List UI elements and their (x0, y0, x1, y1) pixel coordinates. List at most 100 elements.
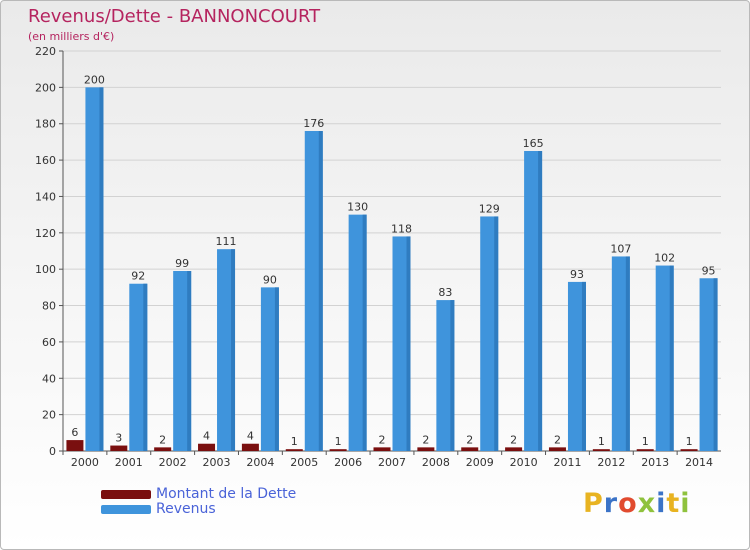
logo-letter: r (603, 488, 619, 519)
bar-revenus (129, 283, 148, 451)
x-tick-label: 2012 (597, 456, 625, 469)
data-label-revenus: 99 (175, 257, 189, 270)
bar-revenus-shade (625, 256, 630, 451)
bar-dette (241, 443, 259, 451)
x-tick-label: 2006 (334, 456, 362, 469)
bar-revenus (260, 287, 279, 451)
data-label-revenus: 200 (84, 73, 105, 86)
data-label-dette: 2 (554, 433, 561, 446)
y-tick-label: 60 (42, 336, 56, 349)
bar-revenus (524, 151, 543, 451)
y-tick-label: 140 (35, 190, 56, 203)
bar-revenus-shade (143, 283, 148, 451)
bar-revenus-shade (187, 271, 192, 451)
proxiti-logo: Proxiti (583, 488, 691, 519)
x-tick-label: 2014 (685, 456, 713, 469)
bar-revenus (85, 87, 104, 451)
y-tick-label: 0 (49, 445, 56, 458)
data-label-revenus: 118 (391, 222, 412, 235)
legend-swatch-dette (101, 490, 151, 499)
x-tick-label: 2002 (159, 456, 187, 469)
bar-revenus-shade (99, 87, 104, 451)
data-label-revenus: 90 (263, 273, 277, 286)
data-label-revenus: 83 (438, 286, 452, 299)
grid-lines (63, 50, 721, 416)
chart-title: Revenus/Dette - BANNONCOURT (28, 6, 321, 27)
data-label-dette: 6 (71, 426, 78, 439)
bar-revenus (611, 256, 630, 451)
data-label-dette: 2 (379, 433, 386, 446)
bar-dette (198, 443, 216, 451)
bar-revenus-shade (274, 287, 279, 451)
bar-revenus (567, 281, 586, 451)
chart-subtitle: (en milliers d'€) (28, 30, 115, 43)
bar-revenus (348, 214, 367, 451)
data-label-dette: 2 (159, 433, 166, 446)
x-tick-label: 2001 (115, 456, 143, 469)
data-label-revenus: 95 (702, 264, 716, 277)
bar-revenus-shade (318, 131, 323, 451)
x-tick-label: 2008 (422, 456, 450, 469)
data-label-dette: 3 (115, 432, 122, 445)
bar-dette (373, 447, 391, 451)
y-tick-label: 200 (35, 81, 56, 94)
logo-letter: i (680, 488, 691, 519)
x-tick-label: 2010 (510, 456, 538, 469)
bar-revenus (655, 265, 674, 451)
legend-label-dette: Montant de la Dette (156, 486, 297, 502)
bar-dette (154, 447, 172, 451)
x-tick-label: 2004 (246, 456, 274, 469)
y-tick-label: 80 (42, 300, 56, 313)
bar-dette (461, 447, 479, 451)
data-label-revenus: 92 (131, 270, 145, 283)
bar-revenus (392, 236, 411, 451)
x-tick-label: 2007 (378, 456, 406, 469)
data-label-revenus: 111 (216, 235, 237, 248)
data-label-dette: 2 (510, 433, 517, 446)
logo-letter: o (618, 488, 638, 519)
x-tick-label: 2000 (71, 456, 99, 469)
bar-revenus (480, 216, 499, 451)
y-tick-label: 220 (35, 45, 56, 58)
bar-dette (285, 449, 303, 451)
bar-dette (548, 447, 566, 451)
data-label-revenus: 176 (303, 117, 324, 130)
x-tick-label: 2003 (203, 456, 231, 469)
legend-swatch-revenus (101, 505, 151, 514)
bar-dette (417, 447, 435, 451)
bars (66, 87, 718, 451)
y-tick-label: 160 (35, 154, 56, 167)
data-label-revenus: 107 (610, 242, 631, 255)
data-label-dette: 2 (422, 433, 429, 446)
x-tick-label: 2013 (641, 456, 669, 469)
labels: 6200392299411149011761130211828321292165… (71, 73, 715, 448)
bar-dette (66, 440, 84, 451)
bar-revenus (173, 271, 192, 451)
data-label-revenus: 129 (479, 202, 500, 215)
data-label-dette: 2 (466, 433, 473, 446)
bar-revenus-shade (581, 281, 586, 451)
y-tick-label: 20 (42, 409, 56, 422)
bar-dette (680, 449, 698, 451)
data-label-dette: 4 (247, 430, 254, 443)
bar-revenus (304, 131, 323, 451)
y-tick-label: 40 (42, 372, 56, 385)
data-label-dette: 1 (291, 435, 298, 448)
x-tick-label: 2011 (553, 456, 581, 469)
bar-dette (636, 449, 654, 451)
data-label-dette: 1 (598, 435, 605, 448)
bar-dette (329, 449, 347, 451)
bar-revenus-shade (362, 214, 367, 451)
logo-letter: t (666, 488, 681, 519)
bar-revenus-shade (538, 151, 543, 451)
logo-letter: P (583, 488, 604, 519)
data-label-dette: 1 (642, 435, 649, 448)
bar-dette (110, 445, 128, 451)
bar-revenus-shade (713, 278, 718, 451)
bar-revenus-shade (231, 249, 236, 451)
data-label-dette: 4 (203, 430, 210, 443)
bar-revenus-shade (450, 300, 455, 451)
